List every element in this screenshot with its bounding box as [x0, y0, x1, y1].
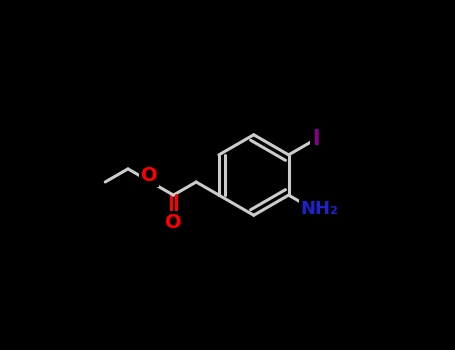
Text: NH₂: NH₂ — [301, 200, 339, 218]
Text: O: O — [165, 212, 182, 232]
Text: O: O — [141, 166, 157, 185]
Text: I: I — [312, 129, 319, 149]
